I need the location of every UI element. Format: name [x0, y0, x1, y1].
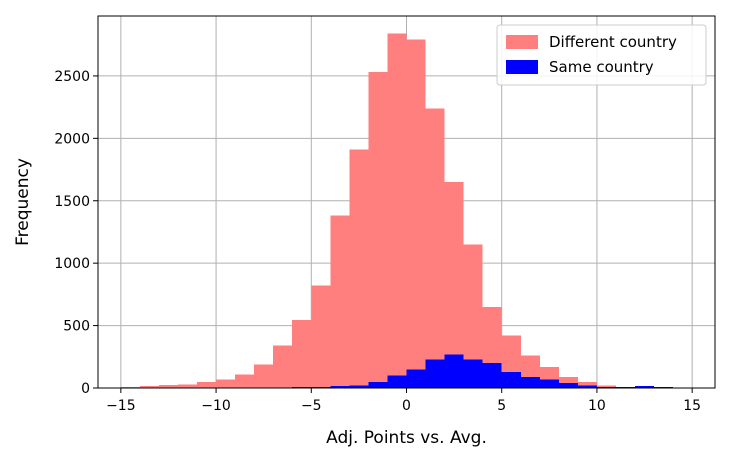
bar-different-country [406, 39, 426, 389]
legend-swatch-different-country [506, 35, 538, 49]
x-tick-label: 10 [588, 398, 606, 414]
bar-same-country [615, 386, 636, 388]
y-tick-label: 2000 [54, 131, 90, 147]
bar-same-country [444, 354, 464, 388]
y-tick-label: 1500 [54, 194, 90, 210]
legend-swatch-same-country [506, 60, 538, 74]
bar-different-country [120, 386, 140, 388]
y-tick-label: 500 [63, 319, 90, 335]
bar-different-country [235, 374, 255, 388]
bar-same-country [654, 386, 674, 388]
x-tick-label: 5 [497, 398, 506, 414]
bar-different-country [197, 381, 217, 388]
bar-same-country [501, 371, 521, 388]
x-axis-label: Adj. Points vs. Avg. [326, 428, 487, 448]
legend-label-same-country: Same country [549, 58, 654, 76]
bar-same-country [368, 381, 388, 388]
bar-different-country [425, 108, 445, 388]
bar-different-country [292, 319, 312, 388]
y-tick-label: 0 [81, 381, 90, 397]
bar-different-country [139, 386, 159, 388]
bar-same-country [577, 385, 597, 388]
y-tick-label: 1000 [54, 256, 90, 272]
bar-different-country [349, 149, 369, 388]
bar-same-country [539, 379, 559, 388]
y-tick-label: 2500 [54, 69, 90, 85]
y-axis-label: Frequency [13, 158, 33, 246]
bar-different-country [577, 381, 597, 388]
bar-same-country [520, 376, 540, 388]
bar-different-country [311, 285, 331, 388]
histogram-bars [120, 33, 674, 389]
x-tick-label: −5 [301, 398, 322, 414]
bar-different-country [463, 244, 483, 388]
bar-different-country [387, 33, 407, 389]
axis-ticks: −15 −10 −5 0 5 10 15 0 500 1000 1500 2000 2500 [54, 69, 701, 414]
x-tick-label: 0 [402, 398, 411, 414]
bar-same-country [406, 369, 426, 388]
bar-same-country [596, 386, 616, 388]
bar-different-country [177, 384, 198, 388]
legend-box [496, 24, 707, 86]
legend: Different country Same country [496, 24, 707, 86]
bar-different-country [368, 72, 388, 388]
bar-same-country [311, 386, 331, 388]
bar-different-country [216, 379, 236, 388]
bar-different-country [273, 345, 293, 388]
bar-different-country [254, 364, 274, 388]
x-tick-label: 15 [683, 398, 701, 414]
bar-different-country [158, 384, 178, 388]
bar-same-country [463, 359, 483, 388]
bar-same-country [558, 383, 578, 388]
bar-different-country [444, 182, 464, 388]
bar-same-country [635, 386, 655, 388]
bar-same-country [482, 363, 502, 388]
legend-label-different-country: Different country [549, 33, 677, 51]
bar-same-country [330, 386, 350, 388]
bar-different-country [558, 376, 578, 388]
bar-same-country [425, 359, 445, 388]
bar-same-country [387, 375, 407, 388]
x-tick-label: −15 [106, 398, 136, 414]
x-tick-label: −10 [201, 398, 231, 414]
bar-different-country [330, 215, 350, 388]
bar-same-country [349, 385, 369, 388]
